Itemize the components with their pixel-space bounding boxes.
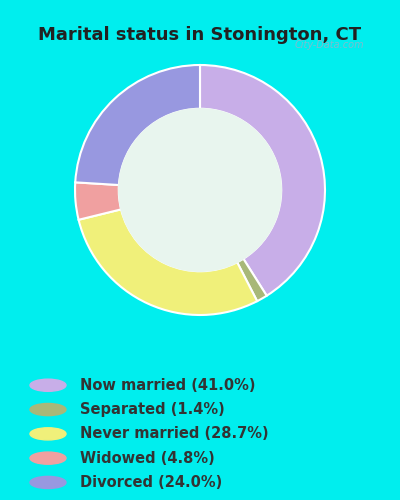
Circle shape [30,428,66,440]
Wedge shape [200,65,325,296]
Circle shape [30,452,66,464]
Circle shape [30,404,66,415]
Wedge shape [237,258,267,301]
Text: City-Data.com: City-Data.com [295,40,364,50]
Circle shape [119,109,281,271]
Wedge shape [75,182,121,220]
Circle shape [30,476,66,488]
Text: Divorced (24.0%): Divorced (24.0%) [80,475,222,490]
Text: Marital status in Stonington, CT: Marital status in Stonington, CT [38,26,362,44]
Text: Never married (28.7%): Never married (28.7%) [80,426,269,442]
Text: Widowed (4.8%): Widowed (4.8%) [80,450,215,466]
Wedge shape [78,210,257,315]
Text: Now married (41.0%): Now married (41.0%) [80,378,256,393]
Wedge shape [75,65,200,185]
Circle shape [30,379,66,392]
Text: Separated (1.4%): Separated (1.4%) [80,402,225,417]
